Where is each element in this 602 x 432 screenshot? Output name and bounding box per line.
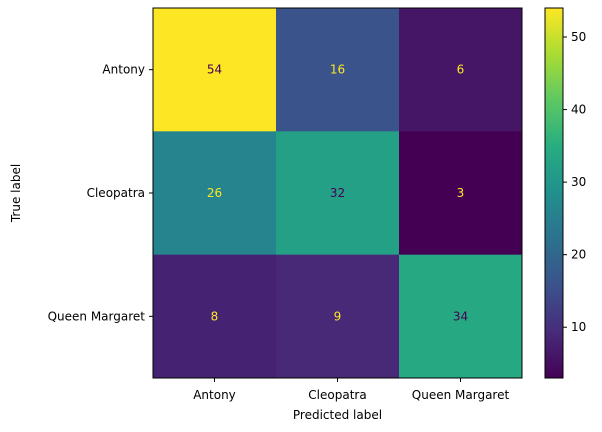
heatmap-cell-r1-c2 <box>399 131 523 256</box>
x-tick-label-1: Cleopatra <box>308 388 366 402</box>
cell-value-r2-c0: 8 <box>211 309 219 323</box>
heatmap-cell-r2-c2 <box>399 254 523 379</box>
y-tick-label-1: Cleopatra <box>87 186 145 200</box>
colorbar: 10 20 30 40 50 <box>544 7 586 379</box>
x-tick-label-2: Queen Margaret <box>412 388 510 402</box>
cell-value-r0-c0: 54 <box>207 63 222 77</box>
cell-value-r0-c1: 16 <box>330 63 345 77</box>
heatmap-cell-r2-c1 <box>276 254 400 379</box>
heatmap-cell-r0-c1 <box>276 8 400 132</box>
cell-value-r1-c1: 32 <box>330 186 345 200</box>
cell-value-r2-c1: 9 <box>334 309 342 323</box>
colorbar-tick-label-4: 50 <box>571 30 586 44</box>
colorbar-tick-label-2: 30 <box>571 175 586 189</box>
cell-value-r1-c0: 26 <box>207 186 222 200</box>
heatmap-cell-r0-c0 <box>153 8 277 132</box>
colorbar-tick-label-3: 40 <box>571 103 586 117</box>
y-tick-label-2: Queen Margaret <box>48 309 146 323</box>
colorbar-gradient <box>544 7 564 379</box>
x-tick-label-0: Antony <box>193 388 236 402</box>
cell-value-r1-c2: 3 <box>457 186 465 200</box>
cell-value-r0-c2: 6 <box>457 63 465 77</box>
heatmap-cell-r0-c2 <box>399 8 523 132</box>
y-axis-ticks: Antony Cleopatra Queen Margaret <box>48 63 153 323</box>
heatmap-cell-r1-c0 <box>153 131 277 256</box>
cell-value-r2-c2: 34 <box>453 309 468 323</box>
y-axis-label: True label <box>9 164 23 223</box>
heatmap-cell-r2-c0 <box>153 254 277 379</box>
cell-value-labels: 54 16 626 32 38 9 34 <box>207 63 468 324</box>
x-axis-ticks: Antony Cleopatra Queen Margaret <box>193 378 509 402</box>
colorbar-tick-label-1: 20 <box>571 248 586 262</box>
heatmap-cells <box>153 8 523 379</box>
y-tick-label-0: Antony <box>102 63 145 77</box>
colorbar-tick-label-0: 10 <box>571 320 586 334</box>
x-axis-label: Predicted label <box>293 408 382 422</box>
heatmap-cell-r1-c1 <box>276 131 400 256</box>
